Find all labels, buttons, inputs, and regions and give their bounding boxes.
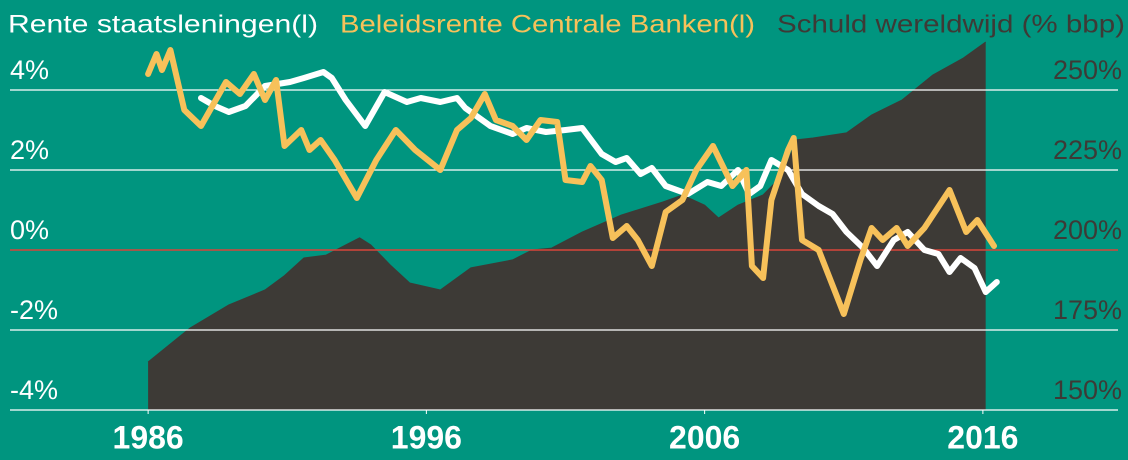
y2-tick-label: 250% bbox=[1053, 55, 1122, 85]
y2-tick-label: 150% bbox=[1053, 375, 1122, 405]
y2-tick-label: 200% bbox=[1053, 215, 1122, 245]
line bbox=[145, 47, 997, 317]
legend: Rente staatsleningen(l) Beleidsrente Cent… bbox=[8, 11, 1125, 39]
x-tick-label: 1996 bbox=[391, 419, 462, 455]
line bbox=[198, 69, 1000, 295]
y-tick-label: 2% bbox=[10, 135, 49, 165]
y-tick-label: 0% bbox=[10, 215, 49, 245]
area-edge bbox=[147, 41, 986, 363]
y2-tick-label: 225% bbox=[1053, 135, 1122, 165]
area-fill bbox=[148, 42, 986, 410]
y-tick-label: 4% bbox=[10, 55, 49, 85]
x-tick-label: 2016 bbox=[947, 419, 1018, 455]
y-tick-label: -4% bbox=[10, 375, 58, 405]
y2-tick-label: 175% bbox=[1053, 295, 1122, 325]
x-tick-label: 2006 bbox=[669, 419, 740, 455]
x-tick-label: 1986 bbox=[113, 419, 184, 455]
y-tick-label: -2% bbox=[10, 295, 58, 325]
legend-label: Rente staatsleningen(l) bbox=[8, 11, 318, 39]
legend-label: Beleidsrente Centrale Banken(l) bbox=[340, 11, 755, 39]
legend-label: Schuld wereldwijd (% bbp) bbox=[777, 11, 1125, 39]
